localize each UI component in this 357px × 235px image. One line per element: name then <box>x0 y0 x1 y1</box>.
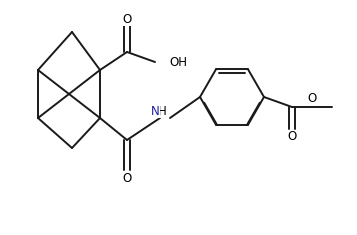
Text: O: O <box>122 12 132 26</box>
Text: O: O <box>287 130 297 144</box>
Text: N: N <box>151 105 159 118</box>
Text: O: O <box>307 91 317 105</box>
Text: O: O <box>122 172 132 184</box>
Text: OH: OH <box>169 55 187 68</box>
Text: H: H <box>158 105 166 118</box>
